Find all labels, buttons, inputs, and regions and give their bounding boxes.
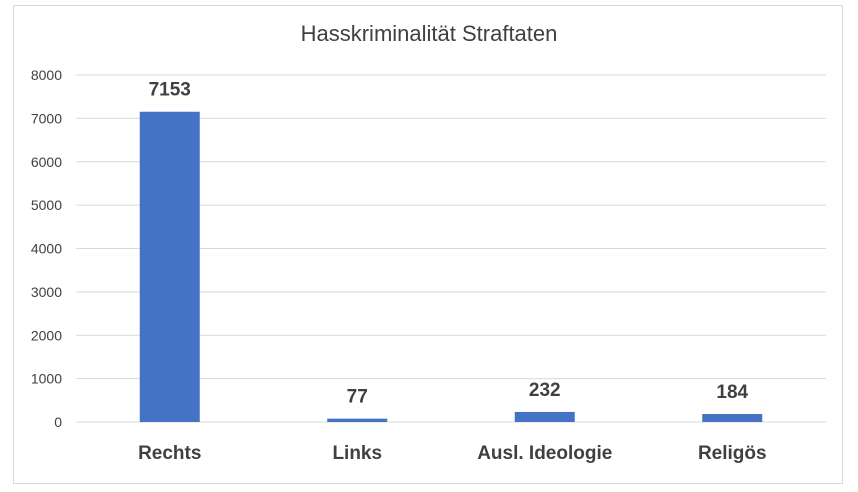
bar-links bbox=[327, 418, 388, 422]
category-label: Links bbox=[332, 443, 382, 464]
y-tick-label: 5000 bbox=[31, 197, 62, 213]
category-label: Ausl. Ideologie bbox=[477, 443, 612, 464]
y-tick-label: 0 bbox=[54, 414, 62, 430]
category-labels: Rechts Links Ausl. Ideologie Religös bbox=[138, 443, 766, 464]
data-labels: 7153 77 232 184 bbox=[149, 80, 749, 408]
gridlines bbox=[76, 74, 826, 423]
y-axis-ticks: 0 1000 2000 3000 4000 5000 6000 7000 8000 bbox=[31, 67, 62, 430]
data-label: 232 bbox=[529, 380, 561, 401]
y-tick-label: 6000 bbox=[31, 154, 62, 170]
chart-title: Hasskriminalität Straftaten bbox=[301, 21, 558, 46]
data-label: 184 bbox=[716, 382, 748, 403]
y-tick-label: 7000 bbox=[31, 110, 62, 126]
y-tick-label: 8000 bbox=[31, 67, 62, 83]
bar-relig-s bbox=[702, 414, 763, 422]
bar-rechts bbox=[139, 111, 200, 423]
y-tick-label: 1000 bbox=[31, 371, 62, 387]
y-tick-label: 4000 bbox=[31, 241, 62, 257]
category-label: Rechts bbox=[138, 443, 201, 464]
data-label: 7153 bbox=[149, 80, 191, 101]
data-label: 77 bbox=[347, 387, 368, 408]
category-label: Religös bbox=[698, 443, 767, 464]
bar-ausl-ideologie bbox=[514, 411, 575, 422]
y-tick-label: 3000 bbox=[31, 284, 62, 300]
y-tick-label: 2000 bbox=[31, 327, 62, 343]
bars bbox=[139, 111, 763, 423]
